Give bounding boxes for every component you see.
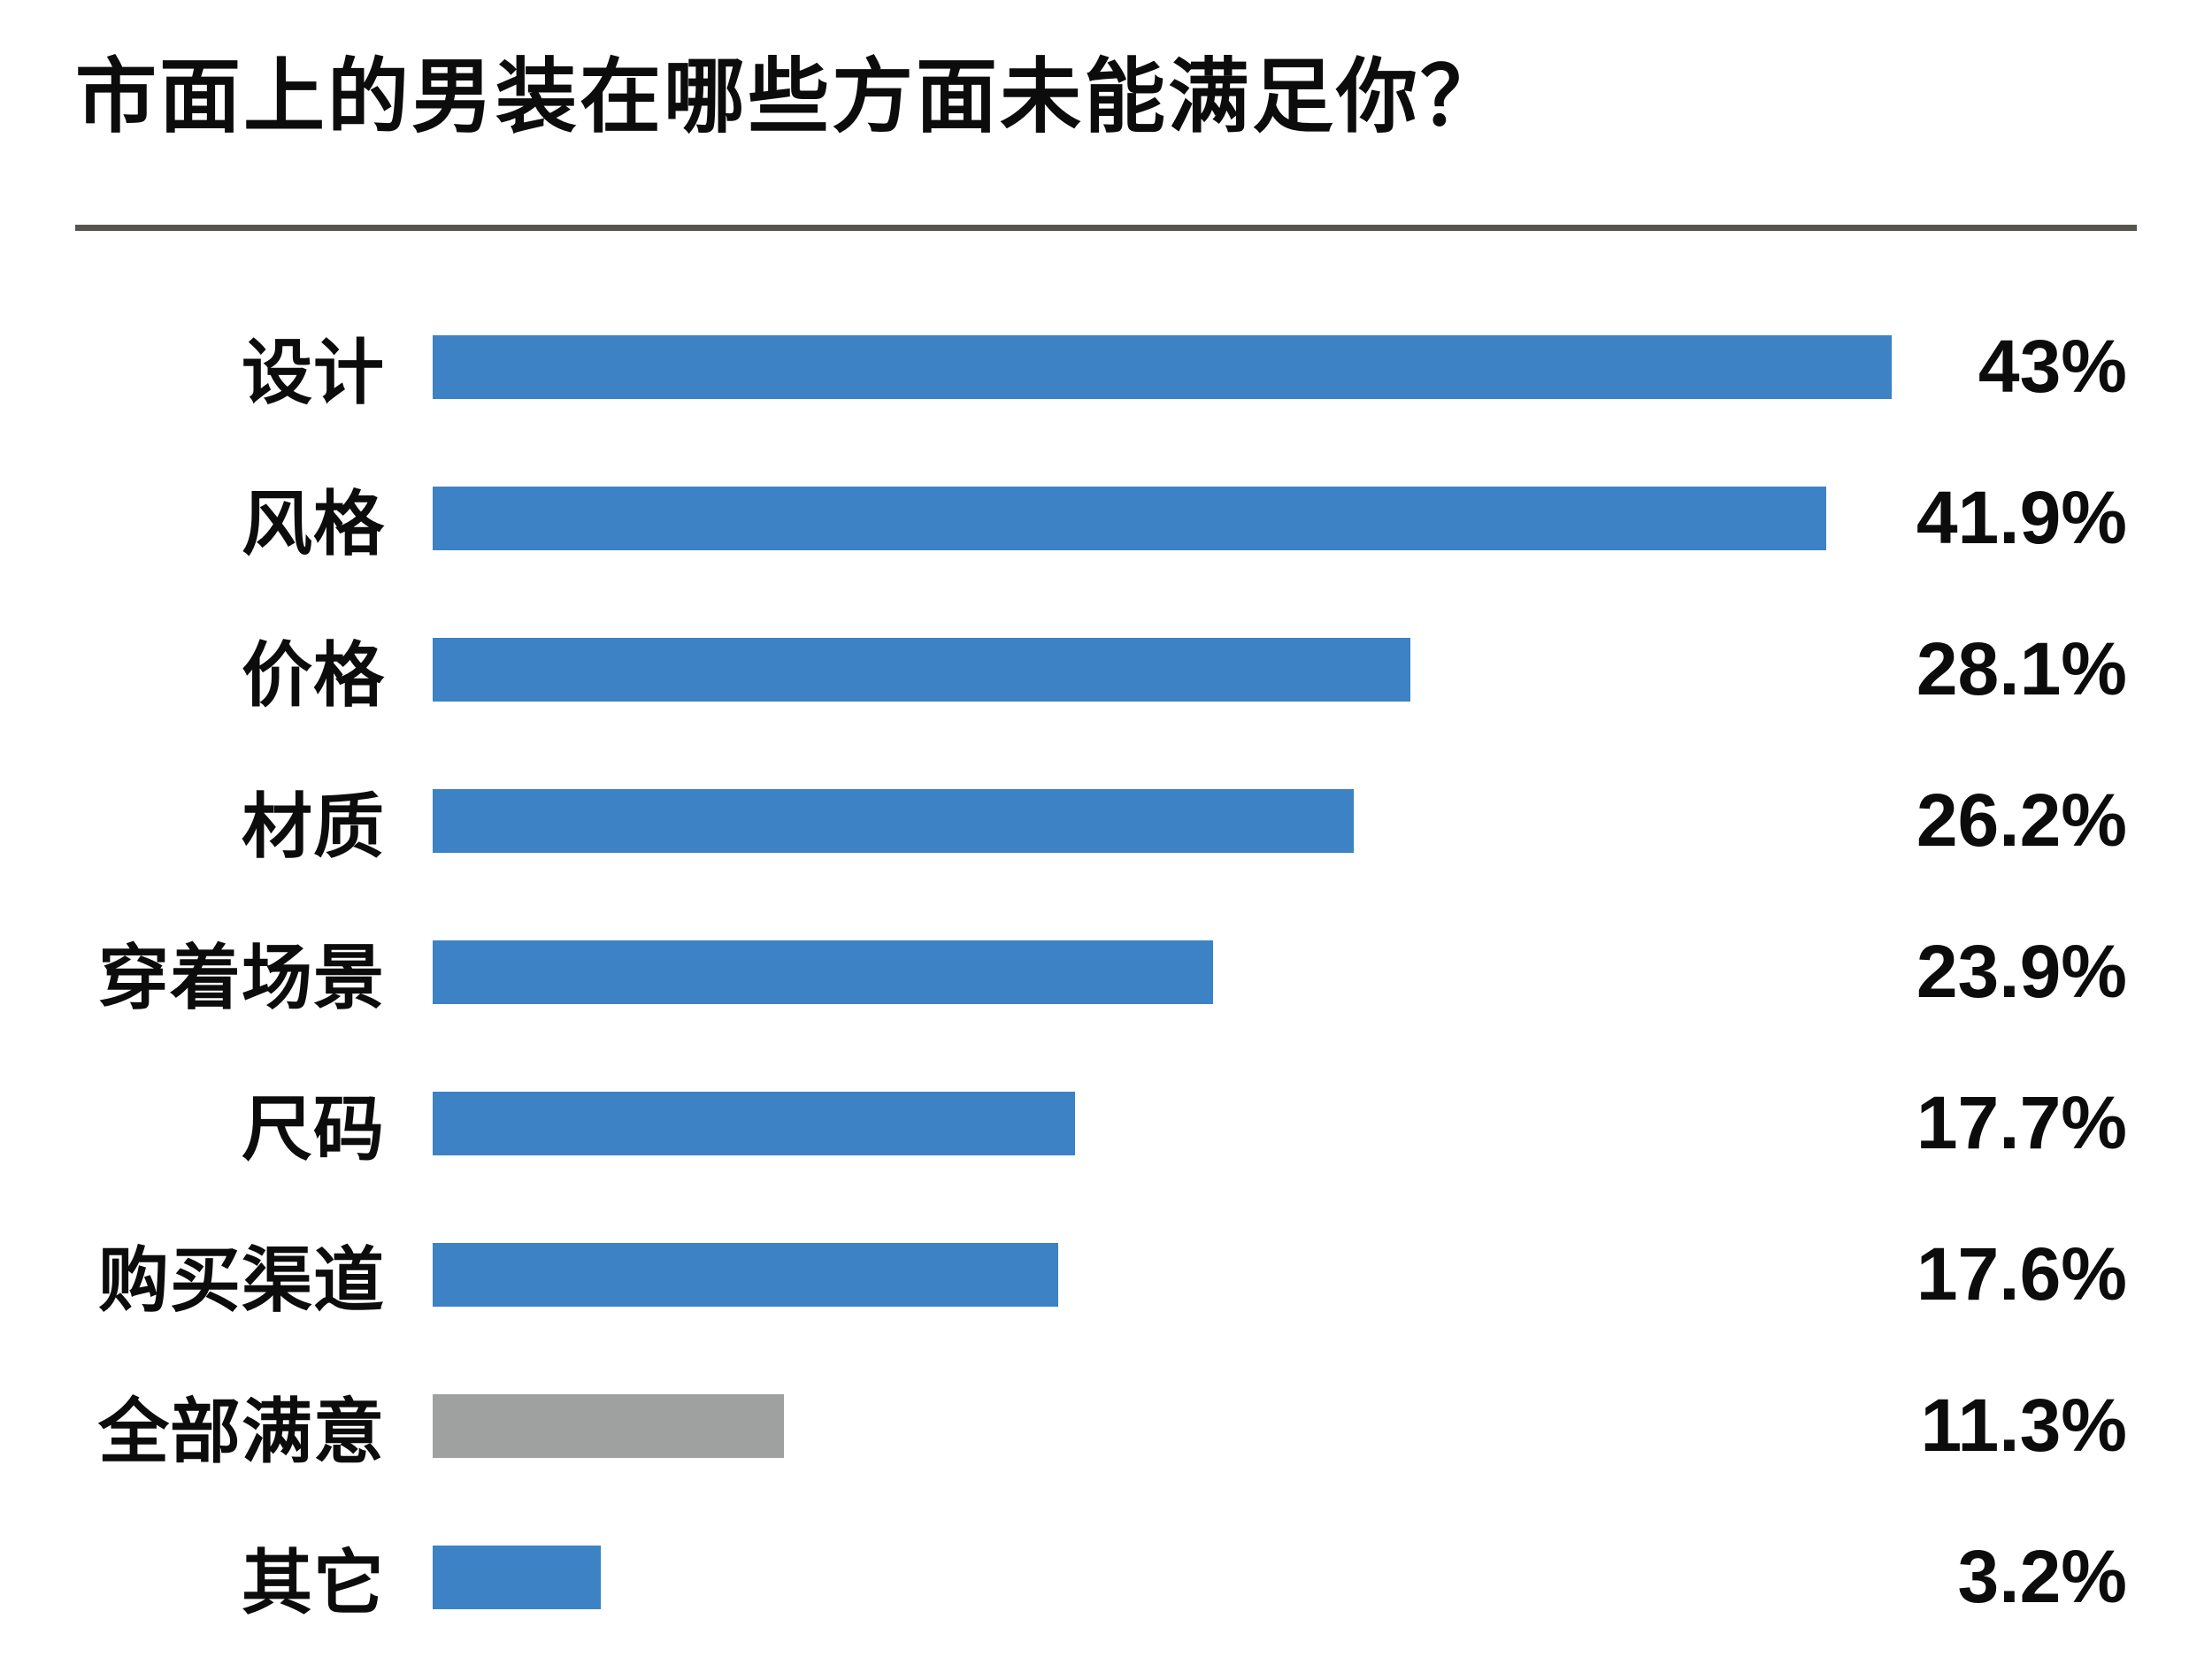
- bar-row: 全部满意 11.3%: [75, 1350, 2127, 1501]
- bar: [433, 1242, 1059, 1307]
- value-label: 11.3%: [1920, 1384, 2127, 1467]
- category-label: 尺码: [242, 1089, 385, 1169]
- bar-track: [433, 637, 1892, 702]
- category-label: 设计: [242, 333, 385, 412]
- bar-track: [433, 1545, 1892, 1609]
- category-label: 全部满意: [98, 1392, 385, 1471]
- category-label: 其它: [242, 1543, 385, 1622]
- bar: [433, 637, 1410, 702]
- bar: [433, 334, 1892, 399]
- bar-row: 材质 26.2%: [75, 745, 2127, 896]
- bar-track: [433, 334, 1892, 399]
- bar-row: 尺码 17.7%: [75, 1047, 2127, 1199]
- value-label: 28.1%: [1916, 627, 2127, 710]
- value-label: 23.9%: [1916, 930, 2127, 1013]
- value-label: 17.6%: [1916, 1232, 2127, 1316]
- bar: [433, 788, 1354, 853]
- category-label: 购买渠道: [98, 1240, 385, 1320]
- bar-track: [433, 940, 1892, 1004]
- bar-row: 风格 41.9%: [75, 442, 2127, 594]
- bar: [433, 1545, 601, 1609]
- category-label: 穿着场景: [98, 938, 385, 1017]
- bar-row: 其它 3.2%: [75, 1501, 2127, 1653]
- bar-track: [433, 1091, 1892, 1155]
- bar-track: [433, 486, 1892, 550]
- bar: [433, 486, 1826, 550]
- value-label: 3.2%: [1957, 1535, 2127, 1618]
- bar: [433, 1393, 785, 1458]
- bar-track: [433, 788, 1892, 853]
- value-label: 17.7%: [1916, 1081, 2127, 1164]
- title-divider: [75, 225, 2137, 231]
- bar-row: 购买渠道 17.6%: [75, 1199, 2127, 1350]
- bar: [433, 940, 1214, 1004]
- bar-row: 设计 43%: [75, 291, 2127, 442]
- bar: [433, 1091, 1075, 1155]
- bar-chart: 设计 43% 风格 41.9% 价格 28.1% 材质 26.2%: [75, 291, 2127, 1653]
- bar-track: [433, 1393, 1892, 1458]
- bar-track: [433, 1242, 1892, 1307]
- value-label: 41.9%: [1916, 476, 2127, 559]
- value-label: 43%: [1978, 325, 2127, 408]
- bar-row: 穿着场景 23.9%: [75, 896, 2127, 1047]
- category-label: 材质: [242, 786, 385, 866]
- bar-row: 价格 28.1%: [75, 594, 2127, 745]
- category-label: 风格: [242, 484, 385, 564]
- chart-title: 市面上的男装在哪些方面未能满足你？: [75, 52, 1505, 142]
- value-label: 26.2%: [1916, 779, 2127, 862]
- category-label: 价格: [242, 635, 385, 715]
